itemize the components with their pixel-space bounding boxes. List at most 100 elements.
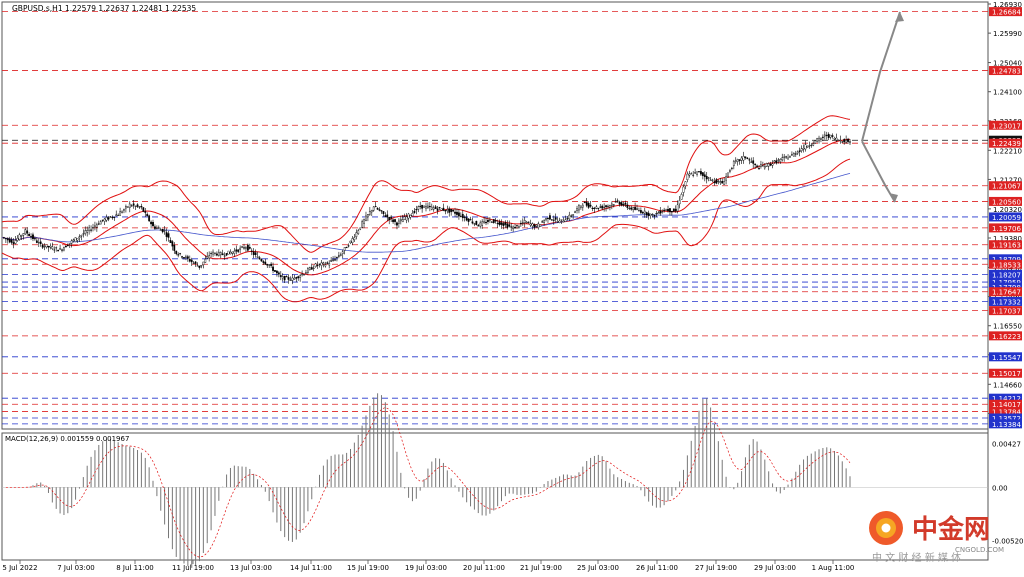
candle-body-137 xyxy=(266,264,269,266)
candle-body-65 xyxy=(126,206,129,208)
candle-body-130 xyxy=(252,251,255,255)
candle-body-248 xyxy=(481,221,484,226)
candle-body-347 xyxy=(672,208,675,212)
candle-body-421 xyxy=(816,138,818,142)
candle-body-143 xyxy=(277,272,280,275)
candle-body-404 xyxy=(783,156,786,158)
candle-body-211 xyxy=(409,214,412,218)
candle-body-102 xyxy=(198,265,201,268)
level-label-text-8: 1.19706 xyxy=(992,225,1021,233)
candle-body-40 xyxy=(78,236,81,239)
candle-body-177 xyxy=(343,247,346,251)
candle-body-406 xyxy=(787,157,789,160)
candle-body-250 xyxy=(485,221,487,224)
candle-body-210 xyxy=(407,213,410,219)
candle-body-342 xyxy=(663,209,666,211)
candle-body-106 xyxy=(206,256,209,259)
candle-body-188 xyxy=(365,215,367,221)
candle-body-256 xyxy=(496,223,499,225)
candle-body-403 xyxy=(781,157,784,161)
candle-body-91 xyxy=(177,254,180,256)
candle-body-370 xyxy=(717,180,720,182)
candle-body-169 xyxy=(328,262,331,266)
candle-body-8 xyxy=(16,238,19,241)
candle-body-251 xyxy=(487,220,489,222)
candle-body-142 xyxy=(276,270,278,274)
candle-body-323 xyxy=(626,204,629,208)
candle-body-58 xyxy=(113,216,116,218)
candle-body-316 xyxy=(612,204,615,206)
candle-body-299 xyxy=(579,205,582,208)
level-label-text-24: 1.13572 xyxy=(992,415,1021,423)
candle-body-225 xyxy=(436,208,439,211)
candle-body-114 xyxy=(221,253,224,256)
candle-body-331 xyxy=(641,212,644,214)
candle-body-53 xyxy=(103,218,106,222)
macd-histogram: 0.00427 0.00 -0.005202 xyxy=(2,393,1024,568)
candle-body-64 xyxy=(125,206,127,209)
candle-body-218 xyxy=(423,205,425,208)
candle-body-175 xyxy=(339,254,342,256)
candle-body-428 xyxy=(829,134,832,138)
candle-body-258 xyxy=(500,222,503,225)
candle-body-161 xyxy=(312,267,315,269)
candle-body-300 xyxy=(581,204,584,208)
candle-body-66 xyxy=(128,203,131,208)
candle-body-306 xyxy=(593,207,596,209)
price-tick-label-11: 1.16550 xyxy=(993,323,1022,331)
candle-body-3 xyxy=(6,238,9,241)
candle-body-100 xyxy=(194,261,197,264)
candle-body-380 xyxy=(736,159,739,162)
candle-body-132 xyxy=(256,256,259,258)
candle-body-7 xyxy=(14,240,17,244)
candle-body-9 xyxy=(18,234,21,240)
level-label-box-5 xyxy=(989,181,1022,191)
candle-body-361 xyxy=(700,171,702,175)
candle-body-438 xyxy=(849,141,851,144)
candle-body-221 xyxy=(428,206,431,208)
candle-body-183 xyxy=(355,232,358,238)
price-tick-label-0: 1.26930 xyxy=(993,1,1022,9)
candle-body-295 xyxy=(572,214,575,216)
candle-body-156 xyxy=(303,274,305,276)
candle-body-113 xyxy=(219,252,222,256)
candle-body-160 xyxy=(310,267,313,270)
candle-body-108 xyxy=(210,253,212,255)
candle-body-430 xyxy=(833,137,836,140)
level-label-box-17 xyxy=(989,306,1022,316)
candle-body-254 xyxy=(492,219,495,223)
candle-body-413 xyxy=(800,148,803,152)
candle-body-105 xyxy=(204,258,207,263)
candle-body-271 xyxy=(525,221,528,224)
level-label-box-25 xyxy=(989,419,1022,429)
level-label-text-2: 1.23017 xyxy=(992,122,1021,130)
candle-body-202 xyxy=(392,219,394,223)
macd-tick-label-2: -0.005202 xyxy=(992,538,1024,546)
candle-body-247 xyxy=(479,222,482,227)
candle-body-389 xyxy=(754,163,757,165)
candle-body-61 xyxy=(119,211,122,216)
candle-body-401 xyxy=(777,159,780,161)
candle-body-320 xyxy=(620,202,623,206)
candle-body-240 xyxy=(465,217,468,221)
candle-body-216 xyxy=(419,205,422,207)
candle-body-412 xyxy=(798,150,801,152)
level-label-text-4: 1.22439 xyxy=(992,140,1021,148)
time-axis: 5 Jul 2022 7 Jul 03:00 8 Jul 11:00 11 Jul 1… xyxy=(2,560,854,572)
candle-body-318 xyxy=(616,200,619,202)
candle-body-170 xyxy=(330,260,333,262)
candle-body-431 xyxy=(835,137,838,141)
candle-body-118 xyxy=(229,251,232,255)
candle-body-351 xyxy=(680,194,683,200)
level-lines xyxy=(2,11,988,425)
candle-body-365 xyxy=(707,177,710,179)
candle-body-289 xyxy=(560,219,563,221)
candle-body-18 xyxy=(35,240,38,243)
candle-body-245 xyxy=(475,220,478,225)
candle-body-127 xyxy=(246,244,249,251)
candle-body-368 xyxy=(713,181,716,183)
candle-body-181 xyxy=(351,238,354,244)
candle-body-201 xyxy=(390,216,393,219)
candle-body-189 xyxy=(367,214,369,218)
